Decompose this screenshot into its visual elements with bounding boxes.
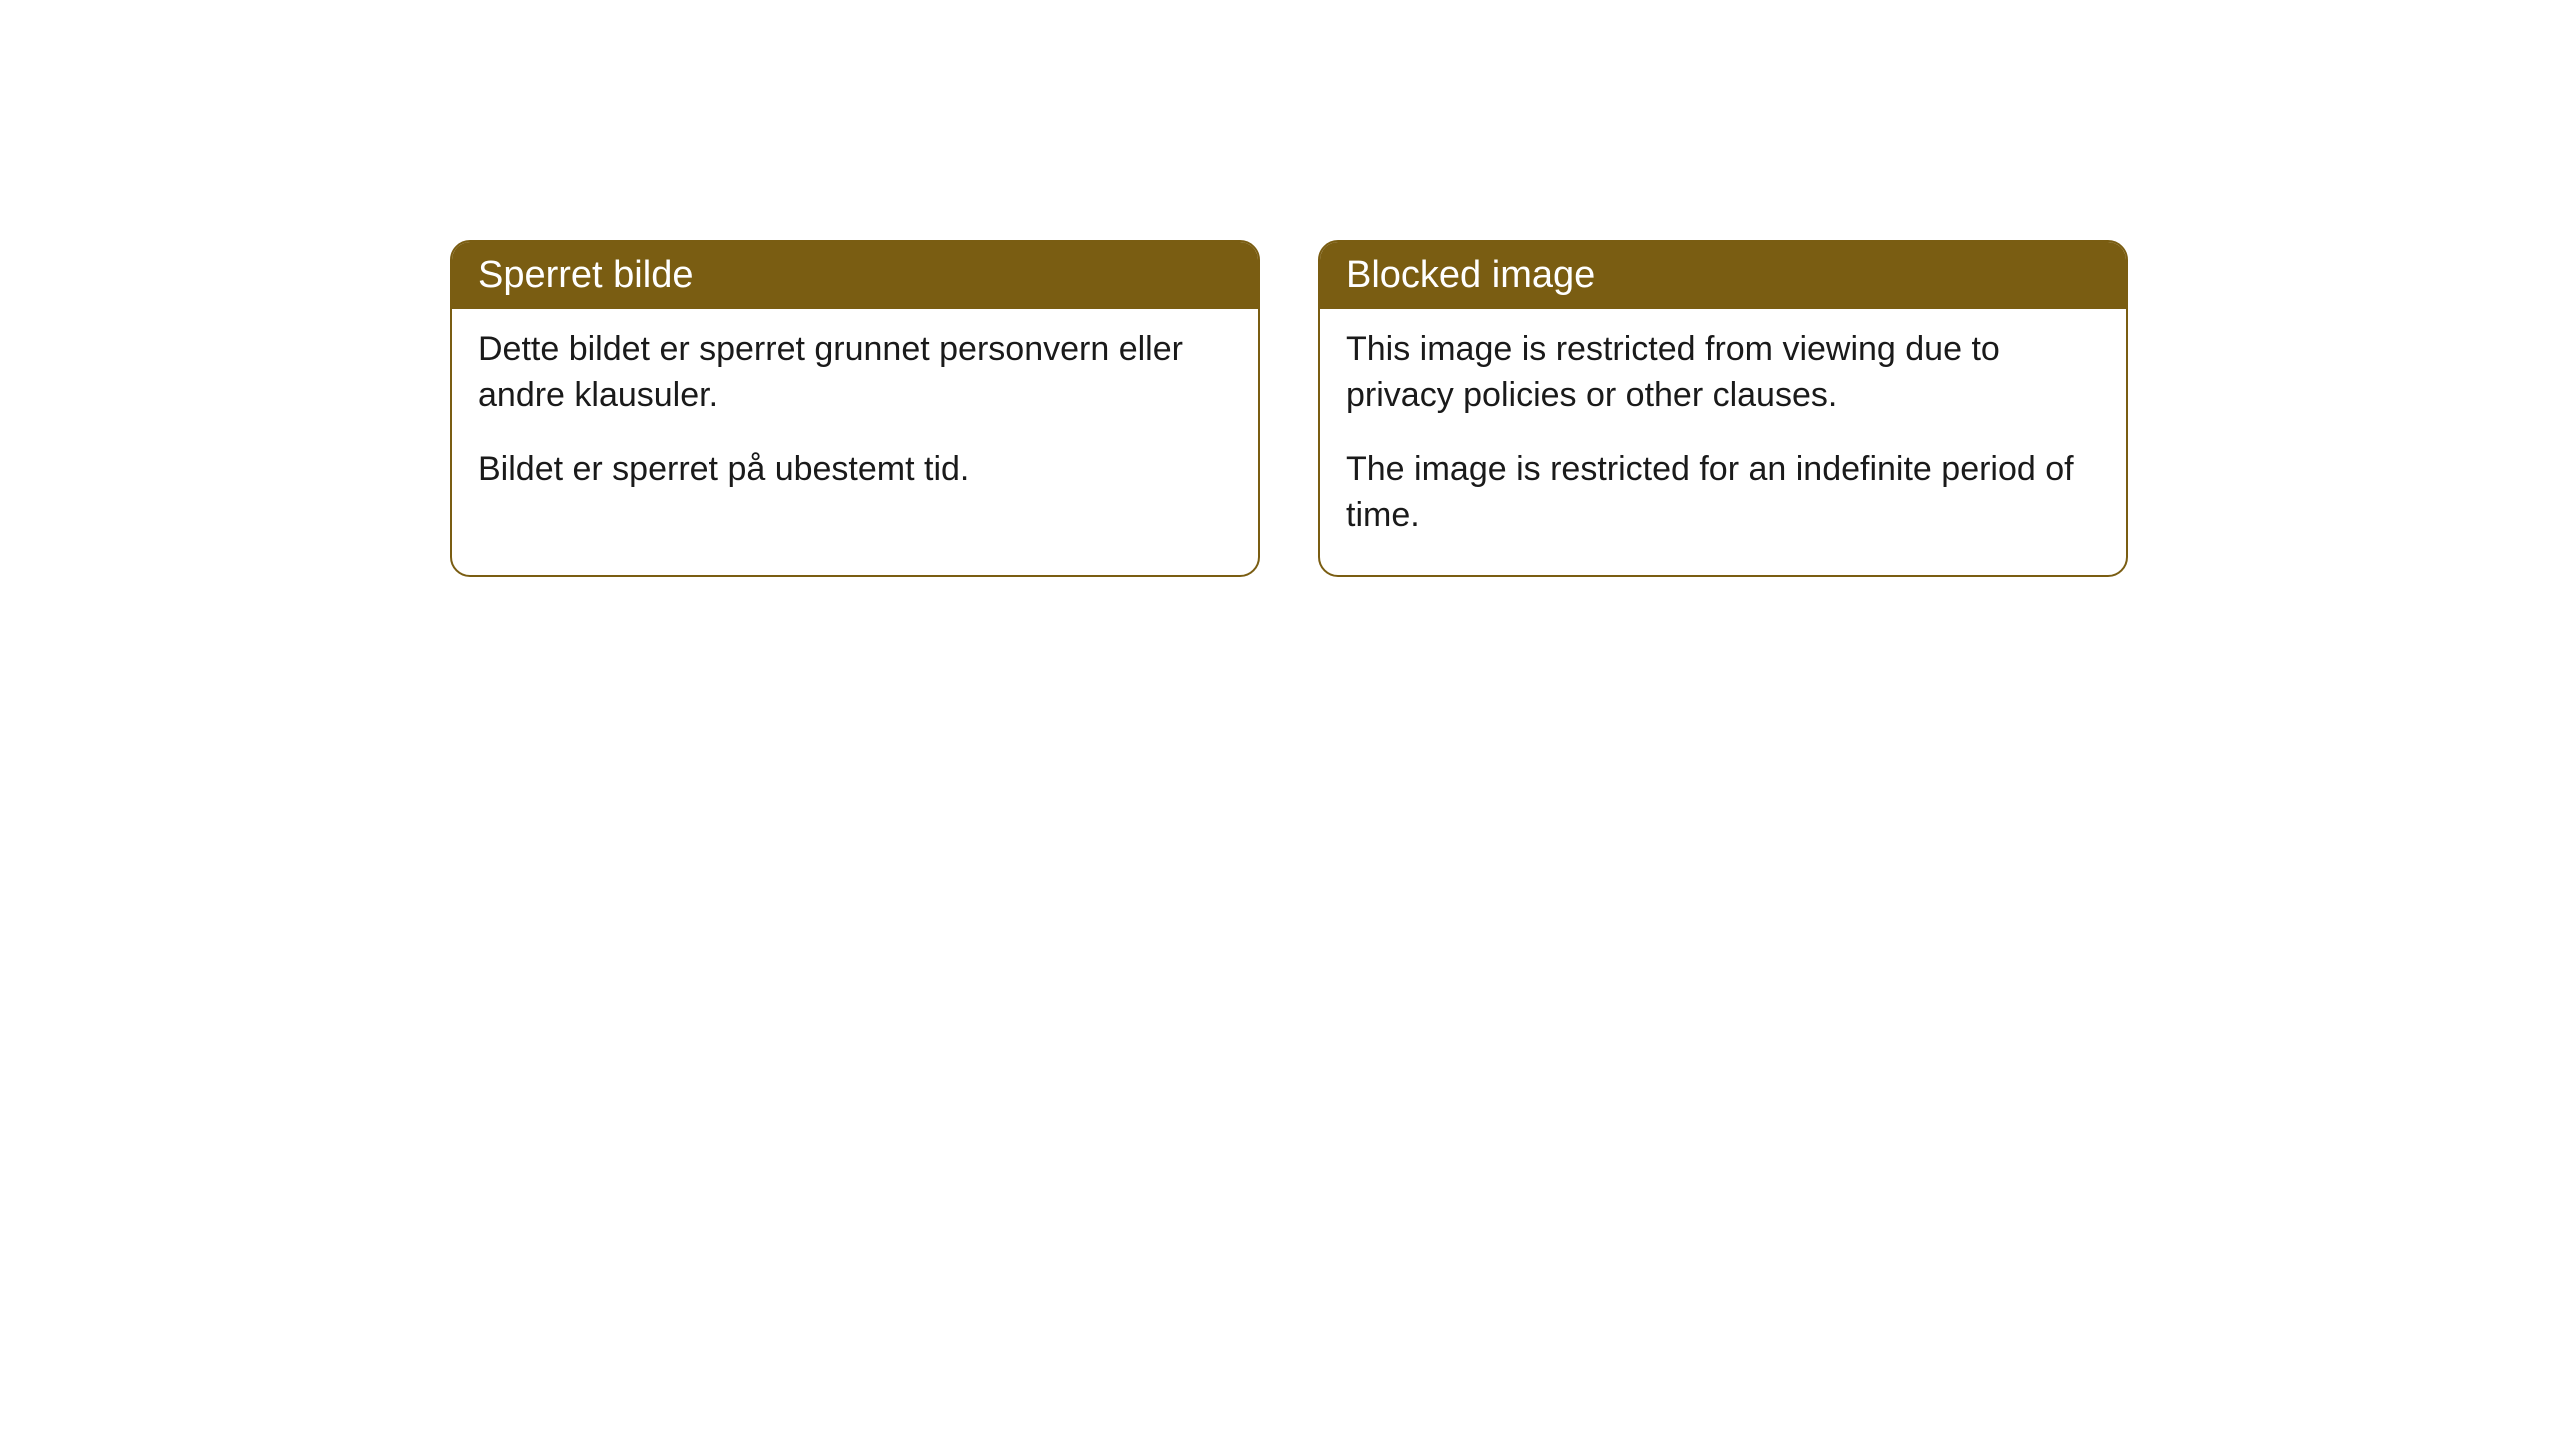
notice-paragraph: This image is restricted from viewing du…	[1346, 327, 2100, 419]
notice-card-body: Dette bildet er sperret grunnet personve…	[452, 309, 1258, 529]
notice-card-norwegian: Sperret bilde Dette bildet er sperret gr…	[450, 240, 1260, 577]
notice-card-title: Blocked image	[1346, 254, 1595, 296]
notice-paragraph: The image is restricted for an indefinit…	[1346, 447, 2100, 539]
notice-card-header: Blocked image	[1320, 242, 2126, 309]
notice-card-body: This image is restricted from viewing du…	[1320, 309, 2126, 575]
notice-card-english: Blocked image This image is restricted f…	[1318, 240, 2128, 577]
notice-paragraph: Dette bildet er sperret grunnet personve…	[478, 327, 1232, 419]
notice-card-title: Sperret bilde	[478, 254, 693, 296]
notice-card-header: Sperret bilde	[452, 242, 1258, 309]
notice-paragraph: Bildet er sperret på ubestemt tid.	[478, 447, 1232, 493]
notice-cards-container: Sperret bilde Dette bildet er sperret gr…	[0, 0, 2560, 577]
